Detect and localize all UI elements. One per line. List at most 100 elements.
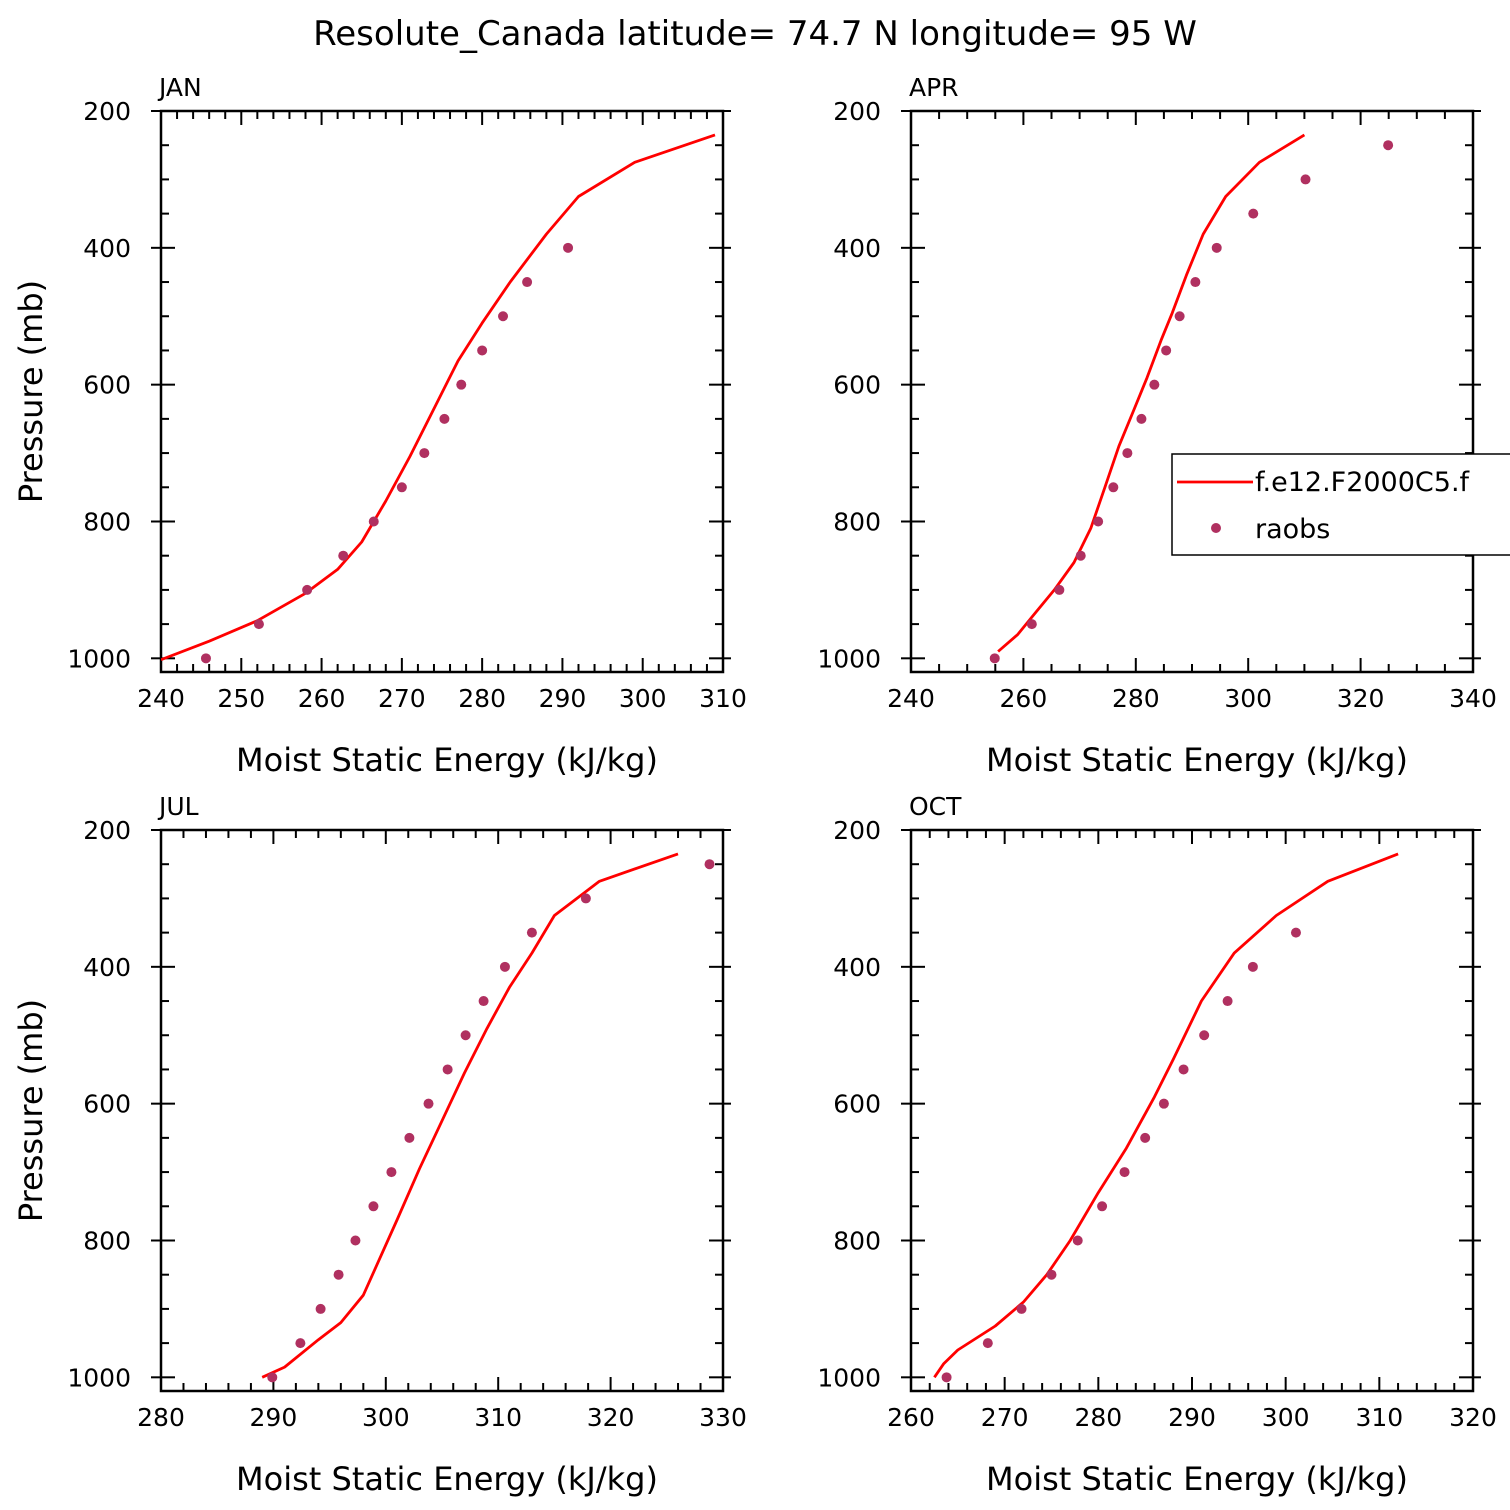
raobs-point <box>396 482 407 493</box>
panel-title: JUL <box>157 792 199 821</box>
figure-title: Resolute_Canada latitude= 74.7 N longitu… <box>313 14 1197 54</box>
x-tick-label: 280 <box>1112 684 1160 713</box>
y-tick-label: 800 <box>833 507 881 536</box>
raobs-point <box>442 1064 453 1075</box>
x-tick-label: 240 <box>887 684 935 713</box>
raobs-points <box>941 927 1301 1383</box>
raobs-point <box>200 653 211 664</box>
y-tick-label: 400 <box>833 953 881 982</box>
raobs-point <box>1149 379 1160 390</box>
raobs-point <box>1097 1201 1108 1212</box>
raobs-point <box>1046 1269 1057 1280</box>
y-tick-label: 1000 <box>67 1363 131 1392</box>
raobs-point <box>439 413 450 424</box>
raobs-point <box>423 1098 434 1109</box>
raobs-point <box>1222 996 1233 1007</box>
x-tick-label: 310 <box>1355 1403 1403 1432</box>
y-tick-label: 400 <box>83 234 131 263</box>
y-tick-label: 600 <box>83 1090 131 1119</box>
plot-frame <box>159 828 725 1393</box>
raobs-point <box>419 448 430 459</box>
x-tick-label: 300 <box>1262 1403 1310 1432</box>
y-tick-label: 200 <box>833 816 881 845</box>
raobs-point <box>1383 140 1394 151</box>
raobs-point <box>1054 584 1065 595</box>
panel-title: JAN <box>157 73 202 102</box>
y-tick-label: 600 <box>83 371 131 400</box>
raobs-point <box>338 550 349 561</box>
tick-marks <box>901 829 1481 1391</box>
raobs-points <box>267 859 715 1383</box>
raobs-point <box>456 379 467 390</box>
panel-title: OCT <box>909 792 962 821</box>
x-tick-label: 300 <box>619 684 667 713</box>
raobs-point <box>1190 277 1201 288</box>
x-tick-label: 290 <box>539 684 587 713</box>
raobs-point <box>386 1167 397 1178</box>
x-tick-label: 340 <box>1449 684 1497 713</box>
raobs-point <box>1211 242 1222 253</box>
raobs-point <box>253 619 264 630</box>
x-tick-label: 320 <box>1449 1403 1497 1432</box>
x-tick-label: 280 <box>137 1403 185 1432</box>
raobs-point <box>478 996 489 1007</box>
y-tick-label: 1000 <box>817 644 881 673</box>
panel-apr: 240 260 280 300 320 340 200 400 600 800 1000 APR Moi… <box>817 73 1510 779</box>
panel-title: APR <box>909 73 959 102</box>
raobs-point <box>460 1030 471 1041</box>
raobs-point <box>499 961 510 972</box>
raobs-point <box>350 1235 361 1246</box>
legend-marker-swatch <box>1211 523 1221 533</box>
y-tick-label: 1000 <box>67 644 131 673</box>
x-axis-label: Moist Static Energy (kJ/kg) <box>986 1460 1408 1498</box>
x-tick-label: 240 <box>137 684 185 713</box>
x-tick-label: 290 <box>250 1403 298 1432</box>
legend-label-raobs: raobs <box>1255 514 1330 545</box>
raobs-point <box>1136 413 1147 424</box>
x-tick-label: 270 <box>981 1403 1029 1432</box>
raobs-point <box>1178 1064 1189 1075</box>
x-tick-label: 280 <box>1074 1403 1122 1432</box>
raobs-point <box>982 1338 993 1349</box>
x-tick-label: 330 <box>699 1403 747 1432</box>
y-tick-label: 400 <box>83 953 131 982</box>
raobs-point <box>368 1201 379 1212</box>
panel-oct: 260 270 280 290 300 310 320 200 400 600 800 1000 OCT… <box>817 792 1496 1498</box>
raobs-point <box>1026 619 1037 630</box>
raobs-point <box>1174 311 1185 322</box>
tick-marks <box>901 110 1481 672</box>
raobs-points <box>200 242 574 664</box>
raobs-point <box>498 311 509 322</box>
panel-jul: 280 290 300 310 320 330 200 400 600 800 1000 JUL Moi… <box>12 792 747 1498</box>
x-axis-label: Moist Static Energy (kJ/kg) <box>236 1460 658 1498</box>
raobs-point <box>989 653 1000 664</box>
raobs-point <box>1016 1303 1027 1314</box>
x-tick-label: 260 <box>1000 684 1048 713</box>
x-tick-label: 300 <box>362 1403 410 1432</box>
x-tick-label: 310 <box>474 1403 522 1432</box>
raobs-point <box>1161 345 1172 356</box>
y-tick-label: 800 <box>83 1226 131 1255</box>
raobs-point <box>580 893 591 904</box>
raobs-point <box>1122 448 1133 459</box>
legend-box <box>1171 453 1510 556</box>
x-tick-label: 280 <box>458 684 506 713</box>
x-tick-label: 250 <box>217 684 265 713</box>
x-tick-label: 300 <box>1224 684 1272 713</box>
y-axis-label: Pressure (mb) <box>12 280 50 503</box>
raobs-point <box>477 345 488 356</box>
y-axis-label: Pressure (mb) <box>12 999 50 1222</box>
raobs-point <box>368 516 379 527</box>
raobs-points <box>989 140 1394 664</box>
x-tick-label: 310 <box>699 684 747 713</box>
y-tick-label: 800 <box>833 1226 881 1255</box>
x-tick-label: 320 <box>1337 684 1385 713</box>
raobs-point <box>522 277 533 288</box>
raobs-point <box>563 242 574 253</box>
raobs-point <box>526 927 537 938</box>
x-tick-label: 260 <box>887 1403 935 1432</box>
y-tick-label: 800 <box>83 507 131 536</box>
y-tick-label: 600 <box>833 1090 881 1119</box>
x-axis-label: Moist Static Energy (kJ/kg) <box>236 741 658 779</box>
